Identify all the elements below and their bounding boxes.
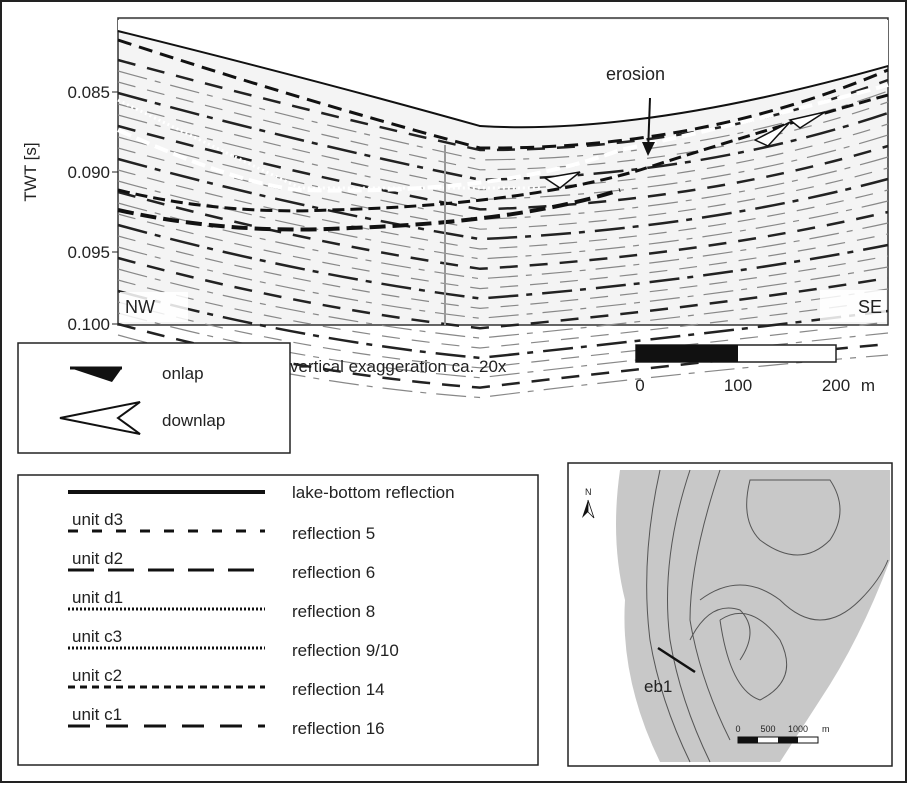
scale-bar: 0 100 200 m: [635, 344, 875, 395]
reflector-texture: [117, 268, 889, 339]
reflector-texture: [117, 70, 889, 161]
reflection-label: reflection 5: [292, 524, 375, 543]
reflector-texture: [117, 169, 889, 250]
reflection-label: reflection 14: [292, 680, 385, 699]
y-tick-label: 0.090: [67, 163, 110, 182]
exaggeration-note: vertical exaggeration ca. 20x: [290, 357, 507, 376]
reflector-texture: [117, 180, 889, 260]
unit-label: unit c1: [72, 705, 122, 724]
scale-unit: m: [861, 376, 875, 395]
reflector-texture: [117, 235, 889, 310]
reflector-texture: [117, 256, 889, 330]
map-scale-unit: m: [822, 724, 830, 734]
unit-label: unit c2: [72, 666, 122, 685]
reflector-texture: [117, 147, 889, 230]
unit-label: unit c3: [72, 627, 122, 646]
reflector-texture: [117, 213, 889, 290]
annotation: erosion: [606, 64, 665, 84]
reflector-texture: [117, 202, 889, 280]
reflector-texture: [117, 223, 889, 300]
y-tick-label: 0.100: [67, 315, 110, 334]
reflector-texture: [117, 301, 889, 369]
reflector-texture: [117, 157, 889, 241]
scale-label: 200: [822, 376, 850, 395]
unit-label: unit d2: [72, 549, 123, 568]
symbol-label: downlap: [162, 411, 225, 430]
scale-label: 0: [635, 376, 644, 395]
unit-label: unit d1: [72, 588, 123, 607]
scale-label: 100: [724, 376, 752, 395]
reflector-texture: [117, 190, 889, 271]
reflector-texture: [117, 279, 889, 349]
reflector-texture: [117, 289, 889, 360]
y-tick-label: 0.085: [67, 83, 110, 102]
location-map: N eb1 0 500 1000 m: [567, 462, 893, 767]
reflection-label: reflection 16: [292, 719, 385, 738]
reflector-texture: [117, 114, 889, 201]
profile-end-label: NW: [125, 297, 155, 317]
reflection-label: reflection 9/10: [292, 641, 399, 660]
reflection-label: reflection 8: [292, 602, 375, 621]
symbol-label: onlap: [162, 364, 204, 383]
reflector-texture: [117, 246, 889, 319]
y-tick-label: 0.095: [67, 243, 110, 262]
symbol-key: onlap downlap: [17, 342, 291, 454]
reflection-label: lake-bottom reflection: [292, 483, 455, 502]
profile-end-label: SE: [858, 297, 882, 317]
unit-label: unit d3: [72, 510, 123, 529]
reflector-texture: [117, 136, 889, 220]
reflector-texture: [117, 103, 889, 191]
axis-label: TWT [s]: [21, 142, 40, 201]
y-axis: 0.085 0.090 0.095 0.100 TWT [s]: [21, 83, 118, 334]
map-scale-label: 500: [760, 724, 775, 734]
profile-label: eb1: [644, 677, 672, 696]
seismic-section: erosion NW SE: [117, 17, 889, 399]
reflection-label: reflection 6: [292, 563, 375, 582]
map-scale-label: 1000: [788, 724, 808, 734]
legend: lake-bottom reflection unit d3 reflection …: [17, 474, 539, 766]
north-label: N: [585, 487, 592, 497]
map-scale-label: 0: [735, 724, 740, 734]
